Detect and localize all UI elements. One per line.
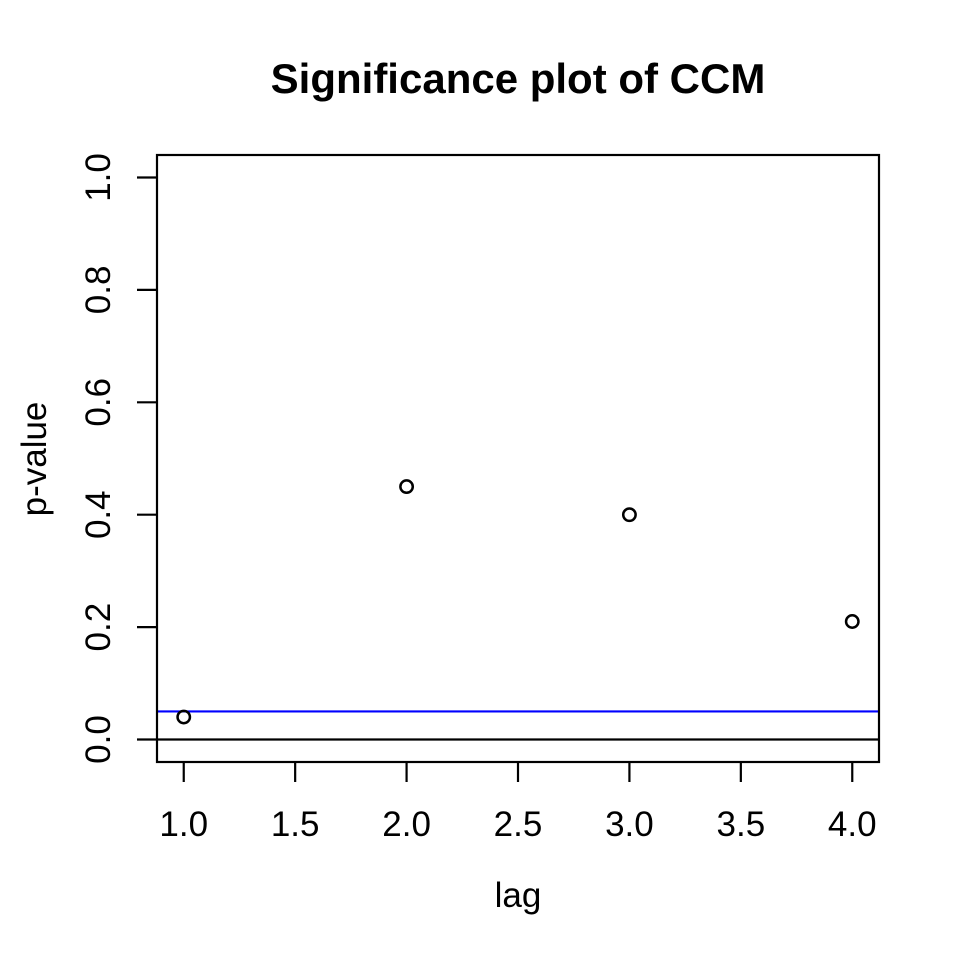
x-tick-label: 1.0: [159, 805, 208, 844]
y-tick-label: 0.2: [79, 603, 118, 652]
x-tick-label: 3.0: [605, 805, 654, 844]
y-tick-label: 0.8: [79, 266, 118, 315]
x-tick-label: 2.0: [382, 805, 431, 844]
x-tick-label: 2.5: [494, 805, 543, 844]
y-tick-label: 0.6: [79, 378, 118, 427]
y-tick-label: 1.0: [79, 153, 118, 202]
y-axis-label: p-value: [15, 402, 54, 517]
x-tick-label: 4.0: [828, 805, 877, 844]
y-tick-label: 0.0: [79, 715, 118, 764]
y-axis: 0.0 0.2 0.4 0.6 0.8 1.0: [79, 153, 157, 764]
x-axis: 1.0 1.5 2.0 2.5 3.0 3.5 4.0: [159, 762, 877, 844]
data-point-circle: [399, 479, 415, 495]
data-point-circle: [621, 507, 637, 523]
chart-title: Significance plot of CCM: [271, 55, 766, 102]
data-point-circle: [176, 709, 192, 725]
reference-lines: [157, 710, 879, 741]
x-tick-label: 1.5: [271, 805, 320, 844]
plot-area-border: [155, 153, 881, 764]
x-tick-label: 3.5: [717, 805, 766, 844]
x-axis-label: lag: [495, 876, 542, 915]
y-tick-label: 0.4: [79, 490, 118, 539]
data-points: [176, 479, 860, 725]
data-point-circle: [844, 614, 860, 629]
